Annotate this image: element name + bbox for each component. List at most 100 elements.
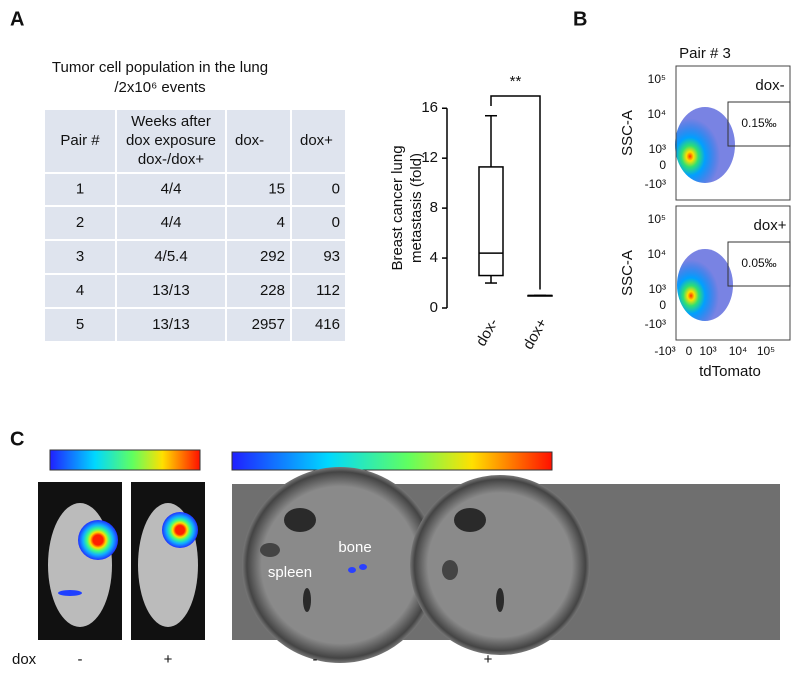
color-bar [231,451,553,471]
x-tick-label: dox- [473,315,502,349]
table-cell-text: 93 [323,248,340,265]
x-tick-label: 10⁴ [729,344,748,358]
luminescence [58,590,82,596]
y-tick-label: 10⁵ [648,212,666,226]
table-cell [227,309,290,341]
y-tick-label: 10³ [649,142,666,156]
box [478,166,504,277]
gate [727,101,791,147]
table: Tumor cell population in the lung/2x10⁶ … [45,59,345,341]
luminescence [162,512,198,548]
dish [410,475,590,655]
panel-label: A [10,8,24,30]
table-cell [45,309,115,341]
table-cell [292,309,345,341]
table-cell-text: 15 [268,180,285,197]
table-cell [227,241,290,273]
density-cloud [677,249,733,321]
condition-label: dox- [755,77,784,94]
tissue [284,508,316,532]
table-cell [227,275,290,307]
condition-label: + [164,651,173,668]
table-header: Pair # [60,132,100,149]
gate-percentage: 0.05‰ [741,256,776,270]
y-axis-label: SSC-A [619,250,636,296]
flow-title: Pair # 3 [679,45,731,62]
table-cell [45,275,115,307]
y-tick-label: 10⁴ [647,107,666,121]
y-tick-label: 0 [659,298,666,312]
table-cell-text: 292 [260,248,285,265]
y-tick-label: 0 [659,158,666,172]
table-cell [117,110,225,172]
table-cell-text: 228 [260,282,285,299]
x-tick-label: 10⁵ [757,344,775,358]
table-cell-text: 4 [76,282,84,299]
table-cell [45,174,115,205]
y-tick-label: 10⁵ [648,72,666,86]
table-cell-text: 13/13 [152,316,190,333]
table-cell [45,110,115,172]
table-cell [117,174,225,205]
table-cell-text: 4/4 [161,214,182,231]
table-cell [117,309,225,341]
table-cell-text: 0 [332,180,340,197]
panel-label: B [573,8,587,30]
y-axis-label: metastasis (fold) [408,153,425,263]
table-header: dox+ [300,132,333,149]
x-tick-label: 10³ [699,344,716,358]
condition-label: - [313,651,318,668]
imaging: dox - + - + spleen bone [12,449,780,668]
y-axis-label: SSC-A [619,110,636,156]
table-cell-text: 0 [332,214,340,231]
x-tick-label: 0 [686,344,693,358]
condition-label: + [484,651,493,668]
table-cell [45,207,115,239]
table-cell-text: 4/4 [161,180,182,197]
x-tick-label: dox+ [520,315,551,352]
table-cell [227,207,290,239]
table-header: Weeks after [131,113,211,130]
table-title: /2x10⁶ events [114,79,205,96]
x-axis-label: tdTomato [699,363,761,380]
table-header: dox exposure [126,132,216,149]
table-cell-text: 4 [277,214,285,231]
tissue [496,588,504,612]
condition-label: - [78,651,83,668]
y-axis-label: Breast cancer lung [389,145,406,270]
luminescence [359,564,367,570]
table-cell [292,275,345,307]
box-plot: 0 4 8 12 16 Breast cancer lung metastasis (fol… [389,73,553,353]
table-cell-text: 13/13 [152,282,190,299]
table-cell-text: 2 [76,214,84,231]
table-cell [227,110,290,172]
table-cell-text: 112 [316,282,340,299]
y-tick-label: 10⁴ [647,247,666,261]
organ-label: spleen [268,564,312,581]
color-bar [49,449,201,471]
table-cell [292,241,345,273]
density-cloud [675,107,735,183]
y-tick-label: 0 [430,299,438,316]
x-tick-label: -10³ [654,344,675,358]
table-header: dox- [235,132,264,149]
table-cell [117,207,225,239]
row-label: dox [12,651,37,668]
y-tick-label: 16 [421,99,438,116]
organ-label: bone [338,539,371,556]
y-tick-label: 10³ [649,282,666,296]
tissue [303,588,311,612]
y-tick-label: 4 [430,249,438,266]
table-cell [227,174,290,205]
tissue [442,560,458,580]
y-tick-label: -10³ [645,317,666,331]
table-cell-text: 3 [76,248,84,265]
tissue [454,508,486,532]
table-cell [292,110,345,172]
table-cell [45,241,115,273]
y-tick-label: 8 [430,199,438,216]
significance-label: ** [510,73,522,90]
table-cell-text: 5 [76,316,84,333]
condition-label: dox+ [754,217,787,234]
